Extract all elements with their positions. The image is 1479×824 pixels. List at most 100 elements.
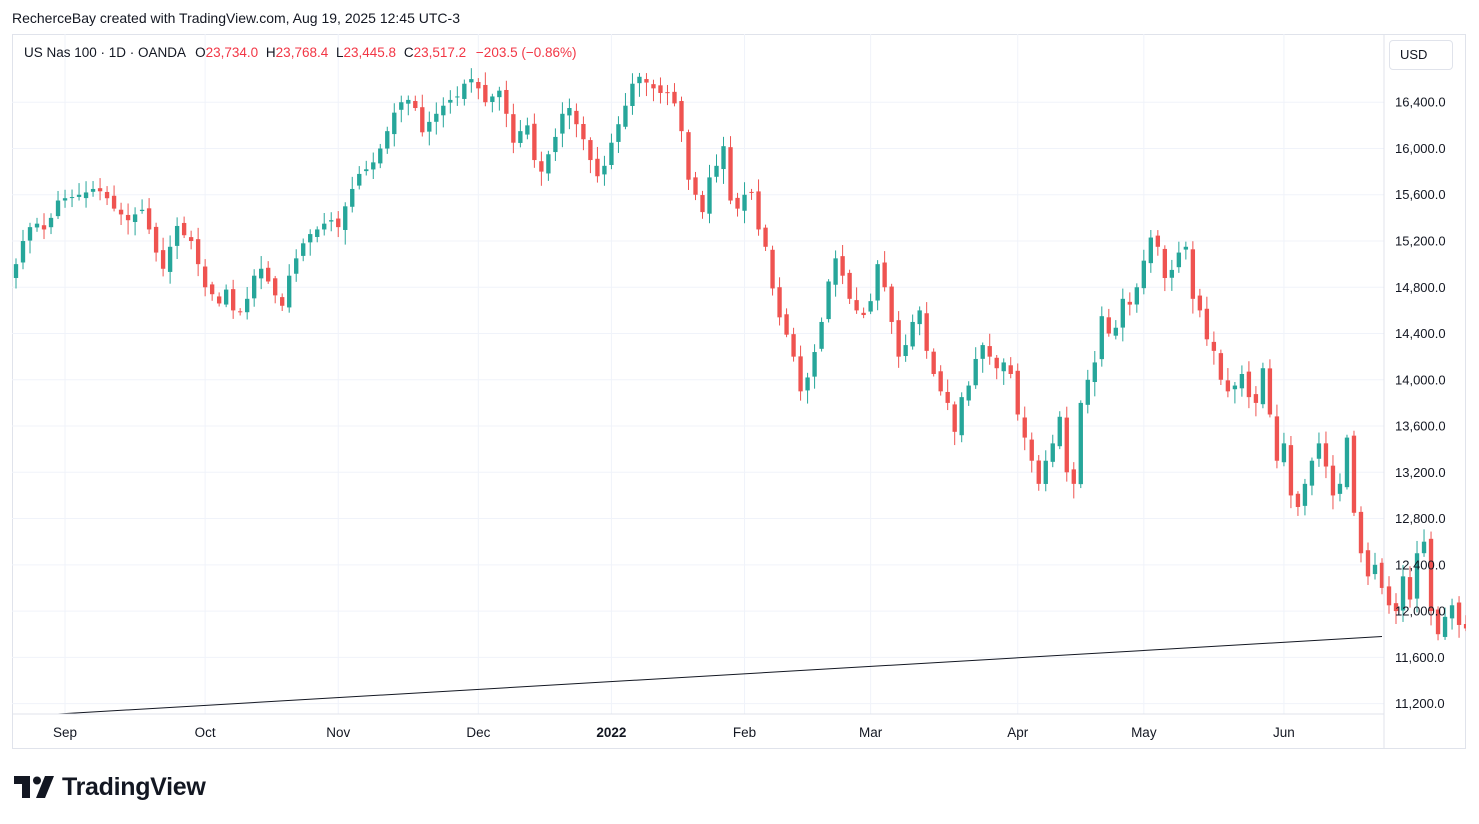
- candle: [1372, 552, 1378, 580]
- candle: [1295, 491, 1301, 516]
- candle: [525, 117, 530, 140]
- price-tick-label: 13,600.0: [1395, 419, 1446, 434]
- candle: [1428, 531, 1434, 626]
- candle: [1463, 615, 1466, 632]
- candle: [350, 176, 355, 213]
- currency-button[interactable]: USD: [1389, 40, 1453, 70]
- candle: [1155, 230, 1161, 256]
- candle: [938, 365, 943, 396]
- candle: [1414, 540, 1420, 613]
- candle: [609, 133, 614, 170]
- candle: [749, 188, 754, 200]
- candle: [742, 182, 747, 224]
- candle: [20, 229, 26, 270]
- candle: [1421, 529, 1427, 557]
- legend-low-value: 23,445.8: [343, 45, 397, 60]
- candle: [1064, 406, 1069, 482]
- candle: [728, 136, 733, 205]
- candle: [693, 171, 698, 201]
- candle: [1386, 576, 1392, 614]
- candle: [1176, 241, 1182, 273]
- ohlc-legend: US Nas 100 · 1D · OANDA O23,734.0 H23,76…: [24, 45, 577, 60]
- candle: [903, 334, 908, 362]
- trendline-layer: [58, 636, 1383, 715]
- candle: [1365, 542, 1371, 585]
- candle: [1148, 230, 1154, 273]
- candle: [812, 344, 817, 389]
- candle: [476, 78, 481, 100]
- candle: [1050, 434, 1055, 468]
- time-tick-label: Feb: [733, 725, 756, 740]
- price-tick-label: 11,600.0: [1395, 650, 1445, 665]
- candle: [1092, 351, 1097, 397]
- candle: [153, 222, 159, 262]
- time-tick-label: Jun: [1273, 725, 1295, 740]
- candle: [483, 72, 488, 107]
- candle: [364, 160, 369, 176]
- candle: [301, 238, 306, 262]
- candle: [448, 90, 453, 114]
- candle: [455, 86, 460, 106]
- candle: [651, 79, 656, 102]
- candle: [237, 308, 243, 316]
- candle: [1407, 566, 1413, 608]
- candle: [392, 103, 397, 147]
- candle: [399, 95, 404, 123]
- candle: [266, 261, 271, 284]
- candle: [462, 79, 467, 106]
- legend-open-value: 23,734.0: [205, 45, 259, 60]
- candle: [1435, 606, 1441, 641]
- candle: [209, 281, 215, 301]
- candle: [230, 279, 236, 319]
- candlestick-chart[interactable]: 11,200.0 11,600.0 12,000.0 12,400.0 12,800.0…: [12, 34, 1466, 749]
- legend-high-value: 23,768.4: [275, 45, 329, 60]
- candle: [735, 192, 740, 217]
- candle: [1127, 292, 1132, 316]
- chart-pane[interactable]: [12, 34, 1466, 749]
- candle: [90, 181, 96, 197]
- price-tick-label: 14,800.0: [1395, 280, 1446, 295]
- candle: [994, 355, 999, 380]
- candle: [714, 154, 719, 183]
- candle: [1379, 558, 1385, 595]
- candle: [616, 116, 621, 153]
- candle: [1344, 434, 1350, 490]
- candle: [777, 277, 782, 326]
- candle: [546, 150, 551, 181]
- legend-low-label: L: [336, 45, 344, 60]
- candle: [1183, 241, 1189, 260]
- candle: [819, 317, 824, 352]
- candle: [1281, 432, 1287, 467]
- candle: [1288, 435, 1294, 509]
- candle: [644, 73, 649, 97]
- candle: [1022, 406, 1027, 451]
- candle: [581, 116, 586, 151]
- candle: [840, 244, 845, 285]
- candle: [567, 98, 572, 130]
- candle: [1001, 358, 1006, 385]
- legend-open-label: O: [195, 45, 206, 60]
- candle: [560, 102, 565, 148]
- candle: [371, 152, 376, 179]
- candle: [882, 251, 887, 292]
- candle: [125, 203, 131, 235]
- candle: [987, 333, 992, 365]
- tradingview-logo[interactable]: TradingView: [14, 772, 206, 802]
- candle: [343, 202, 348, 245]
- candle: [223, 284, 229, 308]
- candle: [658, 77, 663, 104]
- candle: [1106, 308, 1111, 337]
- candle: [756, 179, 761, 236]
- candle: [707, 164, 712, 224]
- candle: [1078, 400, 1083, 489]
- trendline[interactable]: [58, 636, 1383, 715]
- candle: [833, 250, 838, 297]
- candle: [315, 226, 320, 243]
- candle: [1015, 363, 1020, 421]
- candle: [602, 155, 607, 186]
- candle: [679, 96, 684, 142]
- candle: [1323, 431, 1329, 479]
- candle: [1029, 432, 1034, 473]
- candle: [469, 68, 474, 93]
- time-tick-label: Sep: [53, 725, 77, 740]
